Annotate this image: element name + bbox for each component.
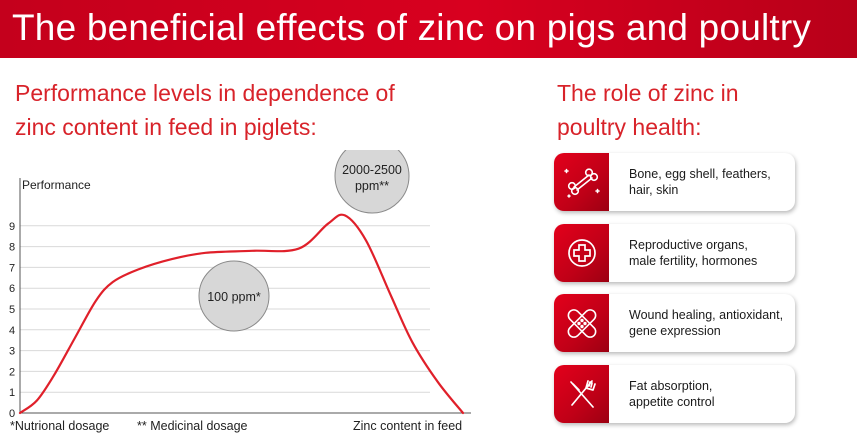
performance-curve	[18, 213, 465, 415]
y-tick-label: 8	[9, 242, 15, 254]
card-fat: Fat absorption, appetite control	[554, 365, 795, 423]
page-title: The beneficial effects of zinc on pigs a…	[12, 7, 812, 48]
footnote-nutritional: *Nutrional dosage	[10, 419, 109, 433]
annotation-bubbles: 100 ppm* 2000-2500 ppm**	[198, 150, 410, 332]
bone-icon	[564, 168, 600, 198]
bubble-circle	[198, 260, 270, 332]
card-text: Bone, egg shell, feathers, hair, skin	[629, 167, 771, 197]
header-banner: The beneficial effects of zinc on pigs a…	[0, 0, 857, 58]
bubble-label-line1: 2000-2500	[342, 163, 402, 177]
y-tick-label: 9	[9, 221, 15, 233]
role-subtitle-line1: The role of zinc in	[557, 80, 739, 106]
role-subtitle-line2: poultry health:	[557, 114, 702, 140]
y-axis-label: Performance	[22, 178, 91, 192]
y-tick-label: 3	[9, 346, 15, 358]
y-tick-label: 7	[9, 262, 15, 274]
chart-axes	[19, 178, 471, 414]
y-tick-label: 0	[9, 408, 15, 420]
card-text: Wound healing, antioxidant, gene expressi…	[629, 308, 784, 338]
bubble-100-ppm: 100 ppm*	[198, 260, 270, 332]
medical-cross-icon	[568, 239, 596, 267]
y-tick-label: 6	[9, 283, 15, 295]
fork-knife-icon	[570, 380, 596, 408]
y-tick-label: 1	[9, 387, 15, 399]
bandage-icon	[567, 309, 597, 338]
card-text: Fat absorption, appetite control	[629, 379, 715, 409]
bubble-circle	[334, 150, 410, 214]
performance-chart: 0 1 2 3 4 5 6 7 8 9 100 ppm* 2000-2500 ppm** Perfor…	[9, 150, 471, 433]
bubble-label: 100 ppm*	[207, 290, 261, 304]
card-icon-box	[554, 224, 609, 282]
bubble-label-line2: ppm**	[355, 179, 389, 193]
y-tick-label: 5	[9, 304, 15, 316]
bubble-2000-2500-ppm: 2000-2500 ppm**	[334, 150, 410, 214]
card-icon-box	[554, 153, 609, 211]
y-tick-label: 4	[9, 325, 15, 337]
card-icon-box	[554, 365, 609, 423]
y-tick-label: 2	[9, 366, 15, 378]
card-wound: Wound healing, antioxidant, gene expressi…	[554, 294, 795, 352]
chart-subtitle-line2: zinc content in feed in piglets:	[15, 114, 317, 140]
chart-subtitle-line1: Performance levels in dependence of	[15, 80, 395, 106]
card-icon-box	[554, 294, 609, 352]
y-tick-labels: 0 1 2 3 4 5 6 7 8 9	[9, 221, 15, 420]
x-axis-label: Zinc content in feed	[353, 419, 462, 433]
card-bone: Bone, egg shell, feathers, hair, skin	[554, 153, 795, 211]
performance-curve-layer	[18, 213, 465, 415]
footnote-medicinal: ** Medicinal dosage	[137, 419, 248, 433]
card-text: Reproductive organs, male fertility, horm…	[629, 238, 758, 268]
card-reproductive: Reproductive organs, male fertility, horm…	[554, 224, 795, 282]
